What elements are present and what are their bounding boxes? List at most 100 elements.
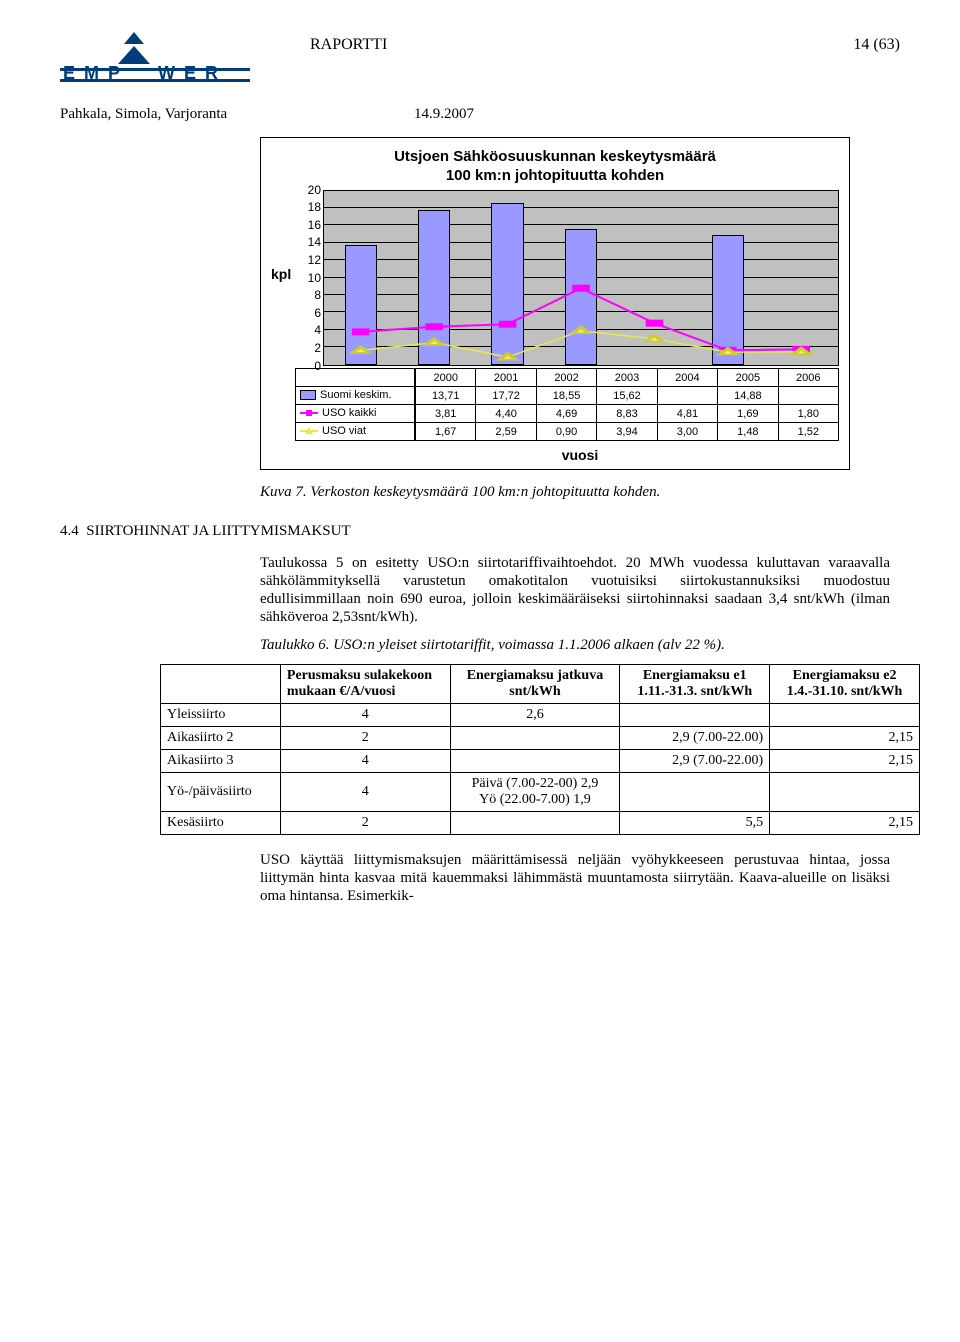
table-caption: Taulukko 6. USO:n yleiset siirtotariffit…	[260, 636, 890, 654]
table-row: Aikasiirto 3 4 2,9 (7.00-22.00) 2,15	[161, 749, 920, 772]
tariff-perus: 2	[280, 726, 450, 749]
tariff-jatkuva: Päivä (7.00-22-00) 2,9 Yö (22.00-7.00) 1…	[450, 772, 620, 811]
legend-value: 4,40	[475, 404, 535, 422]
chart-title-line1: Utsjoen Sähköosuuskunnan keskeytysmäärä	[394, 148, 716, 165]
tariff-e1	[620, 703, 770, 726]
tariff-perus: 4	[280, 703, 450, 726]
legend-item: Suomi keskim.	[296, 386, 414, 404]
legend-value: 1,67	[415, 422, 475, 440]
legend-value	[657, 386, 717, 404]
legend-value: 14,88	[717, 386, 777, 404]
chart-title: Utsjoen Sähköosuuskunnan keskeytysmäärä …	[271, 148, 839, 186]
legend-value: 13,71	[415, 386, 475, 404]
tariff-perus: 4	[280, 749, 450, 772]
y-tick: 10	[308, 272, 321, 284]
tariff-e1: 5,5	[620, 811, 770, 834]
tariff-col-name	[161, 664, 281, 703]
tariff-e2: 2,15	[770, 726, 920, 749]
category-label: 2003	[596, 368, 656, 386]
legend-value: 0,90	[536, 422, 596, 440]
report-label: RAPORTTI	[310, 36, 387, 54]
y-tick: 20	[308, 184, 321, 196]
y-tick: 2	[314, 342, 321, 354]
tariff-col-e1: Energiamaksu e1 1.11.-31.3. snt/kWh	[620, 664, 770, 703]
report-title-row: RAPORTTI 14 (63)	[310, 30, 900, 54]
tariff-name: Aikasiirto 2	[161, 726, 281, 749]
y-tick: 18	[308, 201, 321, 213]
y-ticks: 02468101214161820	[295, 190, 323, 366]
tariff-e2	[770, 772, 920, 811]
authors: Pahkala, Simola, Varjoranta	[60, 106, 414, 123]
category-label: 2005	[717, 368, 777, 386]
tariff-jatkuva	[450, 726, 620, 749]
section-heading: 4.4 SIIRTOHINNAT JA LIITTYMISMAKSUT	[60, 523, 900, 540]
tariff-e2: 2,15	[770, 811, 920, 834]
y-tick: 12	[308, 254, 321, 266]
paragraph-1: Taulukossa 5 on esitetty USO:n siirtotar…	[260, 554, 890, 626]
section-title: SIIRTOHINNAT JA LIITTYMISMAKSUT	[86, 523, 350, 539]
tariff-perus: 4	[280, 772, 450, 811]
tariff-perus: 2	[280, 811, 450, 834]
legend-item: USO viat	[296, 422, 414, 440]
y-tick: 8	[314, 289, 321, 301]
legend-value: 4,81	[657, 404, 717, 422]
legend-swatch	[300, 430, 318, 432]
tariff-name: Kesäsiirto	[161, 811, 281, 834]
legend-value: 15,62	[596, 386, 656, 404]
svg-text:E M P: E M P	[63, 63, 122, 83]
tariff-jatkuva	[450, 811, 620, 834]
tariff-e1: 2,9 (7.00-22.00)	[620, 726, 770, 749]
page-header: E M P W E R RAPORTTI 14 (63)	[60, 30, 900, 86]
table-row: Kesäsiirto 2 5,5 2,15	[161, 811, 920, 834]
y-tick: 14	[308, 236, 321, 248]
legend-text: USO kaikki	[322, 407, 376, 419]
tariff-col-e2: Energiamaksu e2 1.4.-31.10. snt/kWh	[770, 664, 920, 703]
legend-value: 1,80	[778, 404, 838, 422]
y-tick: 0	[314, 360, 321, 372]
chart-caption: Kuva 7. Verkoston keskeytysmäärä 100 km:…	[260, 484, 900, 501]
legend-swatch	[300, 412, 318, 414]
legend-value	[778, 386, 838, 404]
legend-value: 4,69	[536, 404, 596, 422]
category-label: 2002	[536, 368, 596, 386]
svg-text:W E R: W E R	[158, 63, 220, 83]
legend-value: 2,59	[475, 422, 535, 440]
table-row: Yö-/päiväsiirto 4 Päivä (7.00-22-00) 2,9…	[161, 772, 920, 811]
tariff-col-perus: Perusmaksu sulakekoon mukaan €/A/vuosi	[280, 664, 450, 703]
legend-text: Suomi keskim.	[320, 389, 392, 401]
legend-value: 1,48	[717, 422, 777, 440]
tariff-e1: 2,9 (7.00-22.00)	[620, 749, 770, 772]
plot-area	[323, 190, 839, 366]
tariff-table: Perusmaksu sulakekoon mukaan €/A/vuosi E…	[160, 664, 920, 835]
page-number: 14 (63)	[853, 36, 900, 54]
tariff-jatkuva	[450, 749, 620, 772]
y-axis-label: kpl	[271, 266, 295, 282]
legend-value: 8,83	[596, 404, 656, 422]
tariff-e1	[620, 772, 770, 811]
y-tick: 4	[314, 324, 321, 336]
legend-text: USO viat	[322, 425, 366, 437]
logo: E M P W E R	[60, 30, 250, 86]
legend-value: 3,94	[596, 422, 656, 440]
legend-table: Suomi keskim. USO kaikki USO viat 20002001…	[295, 368, 839, 441]
legend-value: 17,72	[475, 386, 535, 404]
legend-value: 3,00	[657, 422, 717, 440]
category-label: 2006	[778, 368, 838, 386]
legend-swatch	[300, 390, 316, 400]
meta-row: Pahkala, Simola, Varjoranta 14.9.2007	[60, 106, 900, 123]
legend-value: 18,55	[536, 386, 596, 404]
category-label: 2001	[475, 368, 535, 386]
tariff-e2	[770, 703, 920, 726]
legend-value: 1,52	[778, 422, 838, 440]
category-label: 2004	[657, 368, 717, 386]
legend-value: 1,69	[717, 404, 777, 422]
legend-item: USO kaikki	[296, 404, 414, 422]
y-tick: 16	[308, 219, 321, 231]
tariff-name: Aikasiirto 3	[161, 749, 281, 772]
tariff-col-jatkuva: Energiamaksu jatkuva snt/kWh	[450, 664, 620, 703]
paragraph-2: USO käyttää liittymismaksujen määrittämi…	[260, 851, 890, 905]
table-row: Yleissiirto 4 2,6	[161, 703, 920, 726]
tariff-name: Yleissiirto	[161, 703, 281, 726]
category-label: 2000	[415, 368, 475, 386]
tariff-name: Yö-/päiväsiirto	[161, 772, 281, 811]
